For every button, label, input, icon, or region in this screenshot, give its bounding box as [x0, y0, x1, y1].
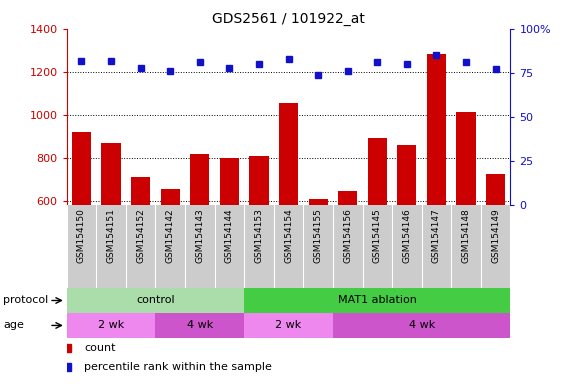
- Text: GSM154153: GSM154153: [255, 208, 263, 263]
- Text: GSM154142: GSM154142: [166, 208, 175, 263]
- Bar: [279, 103, 298, 205]
- Text: GSM154148: GSM154148: [462, 208, 470, 263]
- Bar: [244, 313, 333, 338]
- Text: count: count: [85, 343, 116, 353]
- Text: GSM154149: GSM154149: [491, 208, 500, 263]
- Bar: [249, 156, 269, 205]
- Text: GSM154146: GSM154146: [403, 208, 411, 263]
- Text: GSM154143: GSM154143: [195, 208, 204, 263]
- Text: 2 wk: 2 wk: [276, 320, 302, 331]
- Bar: [244, 288, 510, 313]
- Text: control: control: [136, 295, 175, 306]
- Bar: [427, 54, 446, 205]
- Text: GSM154145: GSM154145: [373, 208, 382, 263]
- Bar: [131, 177, 150, 205]
- Bar: [67, 288, 244, 313]
- Text: protocol: protocol: [3, 295, 48, 306]
- Text: GSM154150: GSM154150: [77, 208, 86, 263]
- Text: GSM154144: GSM154144: [225, 208, 234, 263]
- Text: GSM154151: GSM154151: [107, 208, 115, 263]
- Bar: [102, 143, 121, 205]
- Bar: [161, 189, 180, 205]
- Bar: [333, 313, 510, 338]
- Text: GSM154156: GSM154156: [343, 208, 352, 263]
- Text: age: age: [3, 320, 24, 331]
- Bar: [368, 138, 387, 205]
- Bar: [190, 154, 209, 205]
- Text: 4 wk: 4 wk: [408, 320, 435, 331]
- Bar: [155, 313, 244, 338]
- Title: GDS2561 / 101922_at: GDS2561 / 101922_at: [212, 12, 365, 26]
- Text: GSM154154: GSM154154: [284, 208, 293, 263]
- Bar: [338, 191, 357, 205]
- Bar: [72, 132, 91, 205]
- Bar: [67, 313, 155, 338]
- Text: 2 wk: 2 wk: [98, 320, 124, 331]
- Text: MAT1 ablation: MAT1 ablation: [338, 295, 416, 306]
- Bar: [220, 158, 239, 205]
- Text: GSM154152: GSM154152: [136, 208, 145, 263]
- Bar: [397, 145, 416, 205]
- Bar: [309, 199, 328, 205]
- Text: GSM154147: GSM154147: [432, 208, 441, 263]
- Text: percentile rank within the sample: percentile rank within the sample: [85, 362, 273, 372]
- Bar: [486, 174, 505, 205]
- Text: 4 wk: 4 wk: [187, 320, 213, 331]
- Bar: [456, 113, 476, 205]
- Text: GSM154155: GSM154155: [314, 208, 322, 263]
